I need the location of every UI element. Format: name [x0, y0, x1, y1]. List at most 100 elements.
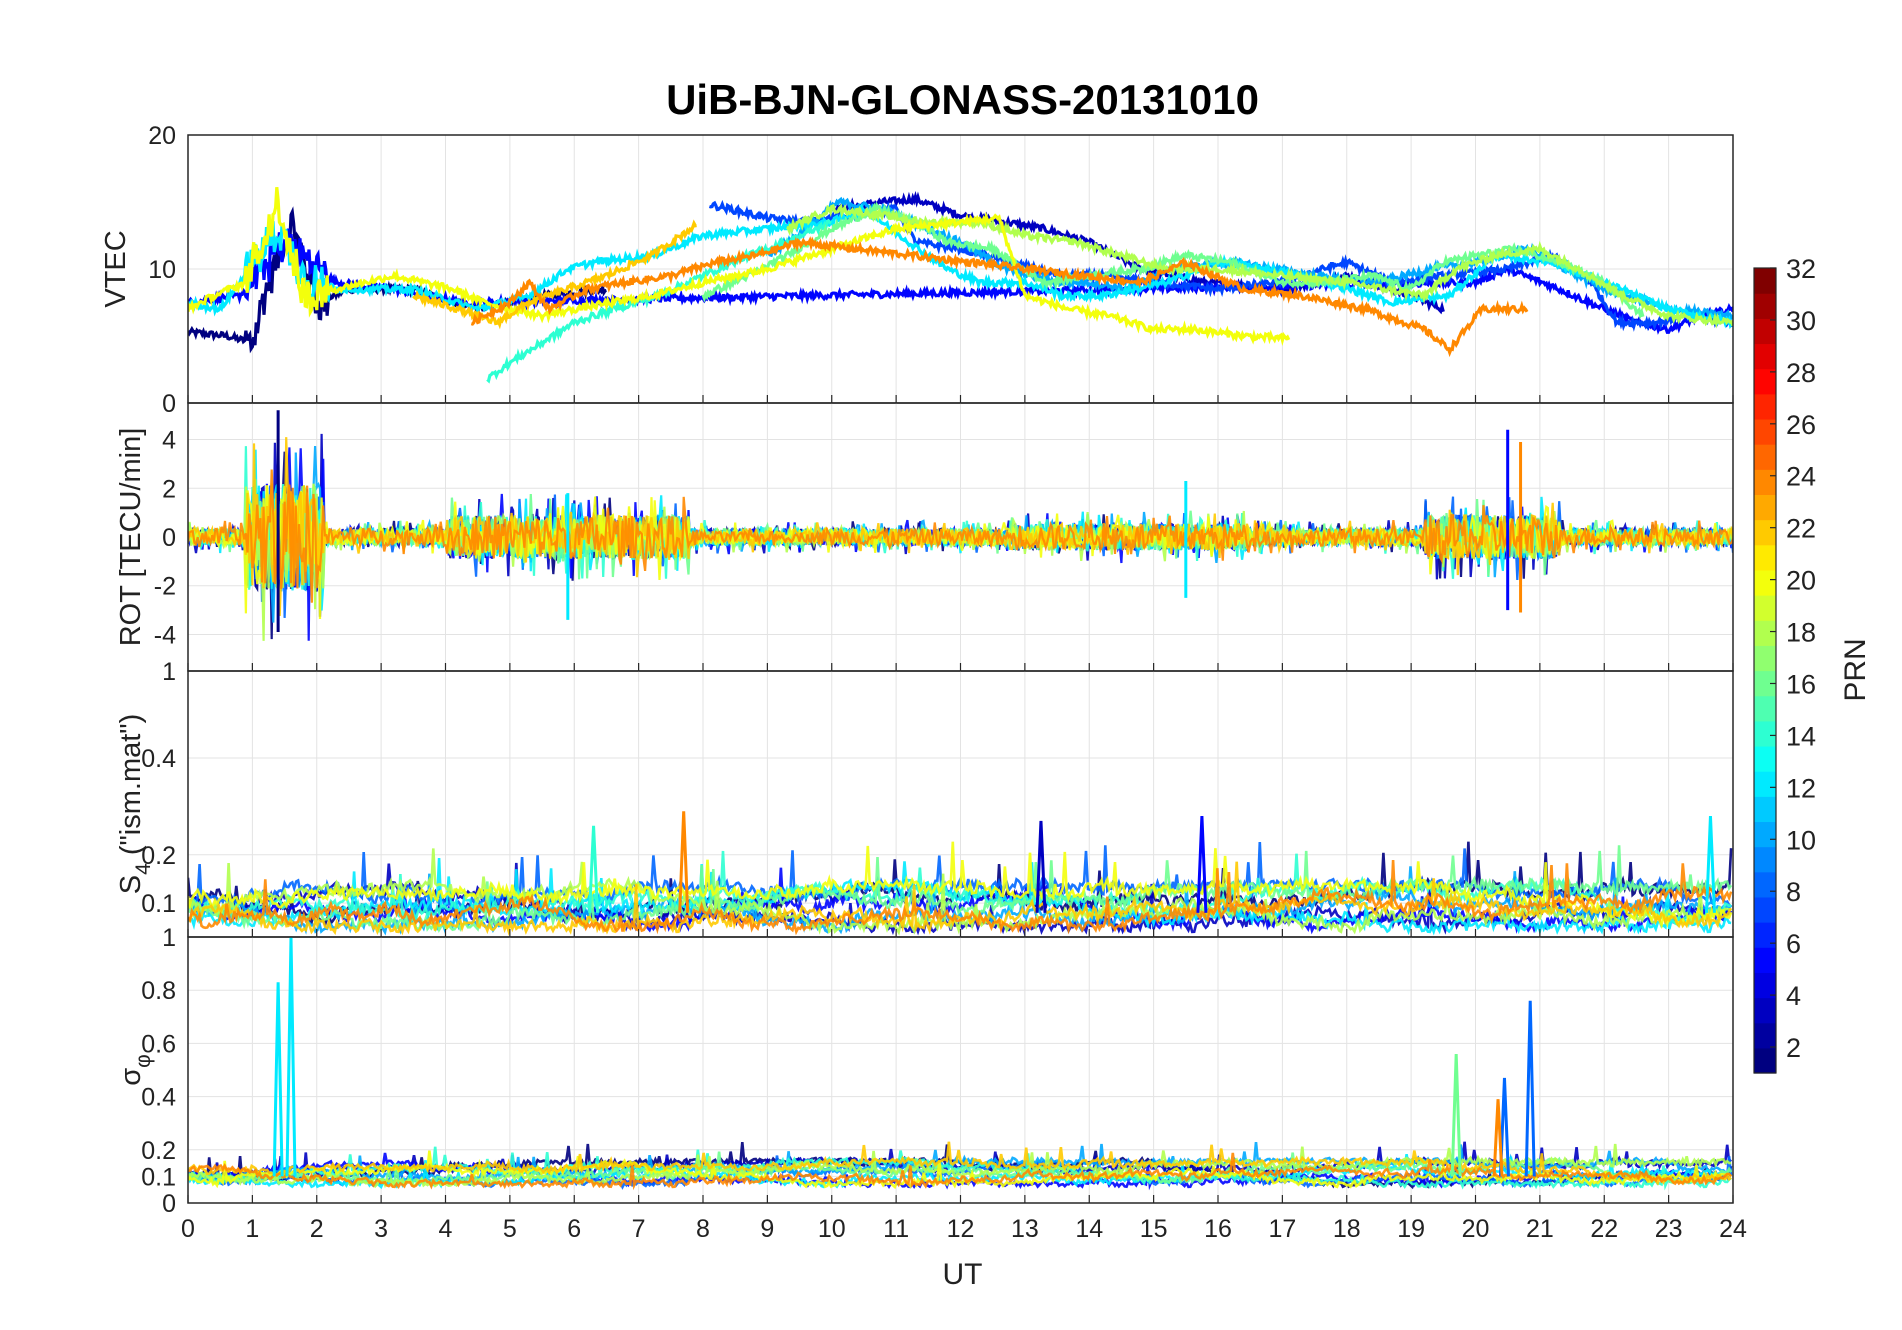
colorbar-swatch [1754, 595, 1776, 621]
sigma_phi-peak-prn-12 [272, 982, 284, 1177]
colorbar-swatch [1754, 997, 1776, 1024]
colorbar-tick-label: 6 [1786, 929, 1801, 959]
x-tick-label: 11 [883, 1215, 909, 1243]
colorbar-swatch [1754, 745, 1776, 772]
x-tick-label: 24 [1719, 1215, 1747, 1243]
s4-peak-prn-12 [1704, 816, 1716, 913]
colorbar-swatch [1754, 368, 1776, 395]
panel-rot: -4 -2 0 2 4 ROT [TECU/min] [115, 402, 1734, 672]
colorbar-tick-label: 26 [1786, 410, 1816, 440]
s4-series-prn-14 [188, 850, 1732, 928]
colorbar-swatch [1754, 796, 1776, 823]
s4-peak-prn-3 [1035, 820, 1047, 913]
chart-title: UiB-BJN-GLONASS-20131010 [666, 76, 1259, 123]
colorbar-swatch [1754, 871, 1776, 898]
x-tick-label: 8 [696, 1215, 710, 1243]
y-tick-label: 0.4 [141, 1084, 176, 1112]
vtec-series-prn-16 [701, 201, 1645, 320]
colorbar-swatch [1754, 318, 1776, 345]
colorbar-swatch [1754, 972, 1776, 999]
y-tick-label: 0.2 [141, 1137, 176, 1165]
s4-peak-prn-5 [1196, 816, 1208, 913]
y-tick-label: -2 [154, 573, 176, 601]
panel-sigma_phi: 00.10.2 0.4 0.6 0.8 1 σφ [115, 924, 1734, 1218]
y-tick-label: 0 [162, 1190, 176, 1218]
colorbar-tick-label: 2 [1786, 1033, 1801, 1063]
colorbar-swatch [1754, 922, 1776, 948]
y-tick-label: 0.6 [141, 1030, 176, 1058]
x-tick-label: 17 [1268, 1215, 1296, 1243]
y-axis-label: VTEC [100, 230, 132, 307]
y-tick-label: 0.4 [141, 745, 176, 773]
y-tick-label: -4 [154, 621, 176, 649]
x-tick-label: 21 [1526, 1215, 1554, 1243]
sigma_phi-peak-prn-8 [1524, 1000, 1536, 1177]
panel-vtec: 0 10 20 VTEC [100, 122, 1734, 418]
s4-series-prn-24 [188, 859, 1733, 936]
y-tick-label: 1 [162, 924, 176, 952]
colorbar-swatch [1754, 771, 1776, 797]
s4-series-prn-20 [188, 841, 1733, 930]
rot-series-prn-24 [188, 469, 1733, 603]
colorbar-tick-label: 32 [1786, 254, 1816, 284]
vtec-series-prn-12 [188, 203, 1733, 330]
s4-peak-prn-24 [678, 811, 690, 913]
panel-s4: 0.1 0.2 0.4 1S4 ("ism.mat") [115, 658, 1734, 938]
colorbar-swatch [1754, 720, 1776, 747]
colorbar-tick-label: 22 [1786, 514, 1816, 544]
colorbar-swatch [1754, 393, 1776, 420]
y-tick-label: 0 [162, 390, 176, 418]
series-group [188, 811, 1733, 936]
colorbar-tick-label: 14 [1786, 721, 1816, 751]
colorbar-tick-label: 18 [1786, 618, 1816, 648]
x-tick-label: 0 [181, 1215, 195, 1243]
colorbar-swatch [1754, 620, 1776, 646]
colorbar-swatch [1754, 494, 1776, 521]
colorbar-swatch [1754, 418, 1776, 445]
x-tick-label: 15 [1140, 1215, 1168, 1243]
s4-series-prn-16 [188, 845, 1733, 934]
colorbar-swatch [1754, 947, 1776, 973]
vtec-series-prn-22 [412, 219, 697, 330]
colorbar-swatch [1754, 519, 1776, 546]
x-tick-label: 9 [760, 1215, 774, 1243]
vtec-series-prn-24 [470, 236, 1529, 358]
colorbar-swatch [1754, 846, 1776, 873]
x-tick-label: 1 [245, 1215, 259, 1243]
x-tick-label: 12 [947, 1215, 975, 1243]
vtec-series-prn-5 [188, 228, 1733, 335]
s4-series-prn-12 [188, 858, 1732, 936]
colorbar-tick-label: 28 [1786, 358, 1816, 388]
x-tick-label: 22 [1590, 1215, 1618, 1243]
colorbar-swatch [1754, 695, 1776, 722]
s4-series-prn-22 [188, 861, 1733, 936]
x-tick-label: 2 [310, 1215, 324, 1243]
colorbar-tick-label: 30 [1786, 306, 1816, 336]
x-tick-label: 13 [1011, 1215, 1039, 1243]
y-tick-label: 20 [148, 122, 176, 150]
y-tick-label: 0 [162, 524, 176, 552]
y-tick-label: 0.2 [141, 842, 176, 870]
y-tick-label: 0.1 [141, 1163, 176, 1191]
colorbar-swatch [1754, 469, 1776, 496]
sigma_phi-peak-prn-16 [1450, 1053, 1462, 1177]
s4-peak-prn-14 [588, 825, 600, 913]
x-tick-label: 14 [1075, 1215, 1103, 1243]
x-tick-label: 10 [818, 1215, 846, 1243]
x-tick-label: 19 [1397, 1215, 1425, 1243]
sigma_phi-peak-prn-24 [1492, 1099, 1504, 1177]
y-tick-label: 2 [162, 475, 176, 503]
y-axis-label: σφ [115, 1054, 155, 1086]
colorbar-frame [1753, 267, 1777, 1074]
colorbar-tick-label: 4 [1786, 981, 1801, 1011]
colorbar-swatch [1754, 821, 1776, 848]
y-tick-label: 4 [162, 427, 176, 455]
colorbar-swatch [1754, 293, 1776, 319]
x-tick-label: 16 [1204, 1215, 1232, 1243]
colorbar-tick-label: 10 [1786, 825, 1816, 855]
y-axis-label: S4 ("ism.mat") [115, 714, 155, 895]
x-tick-label: 7 [632, 1215, 646, 1243]
series-group [188, 410, 1733, 641]
y-tick-label: 0.8 [141, 977, 176, 1005]
